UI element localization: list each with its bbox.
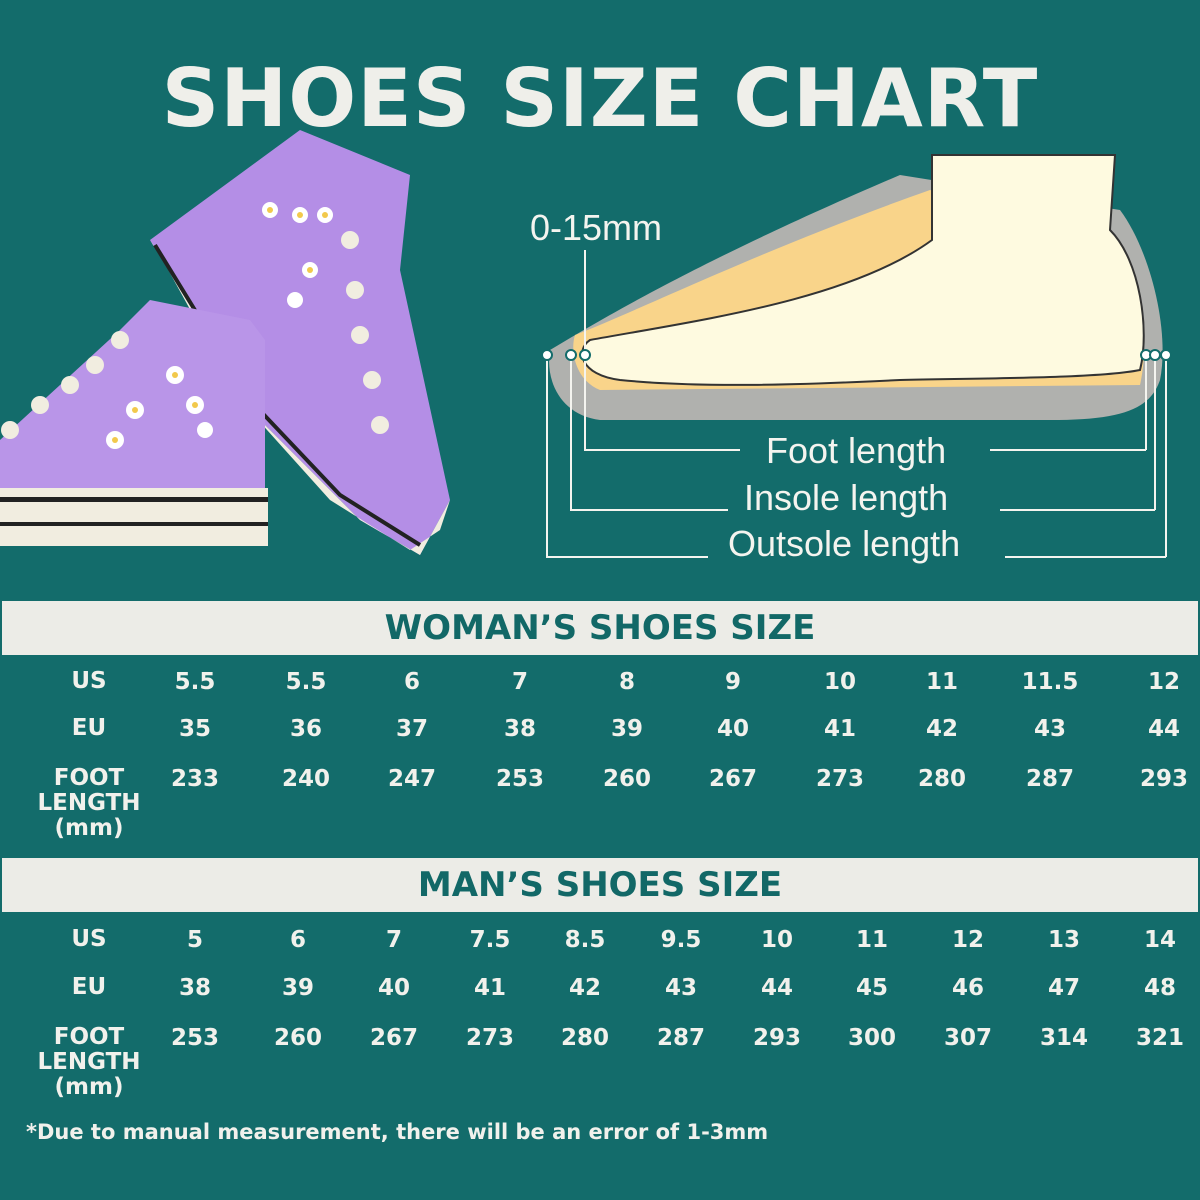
man-size-cell: 253 [170,1025,220,1051]
woman-size-cell: 253 [495,766,545,792]
woman-size-cell: 273 [815,766,865,792]
man-size-cell: 273 [465,1025,515,1051]
man-size-cell: 280 [560,1025,610,1051]
man-size-heading: MAN’S SHOES SIZE [2,858,1198,912]
woman-size-cell: 38 [503,716,537,742]
woman-size-cell: 6 [403,669,421,695]
woman-size-cell: 44 [1147,716,1181,742]
woman-size-cell: 260 [602,766,652,792]
woman-size-cell: 43 [1033,716,1067,742]
man-size-cell: 9.5 [660,927,702,953]
woman-size-cell: 240 [281,766,331,792]
man-size-cell: 321 [1135,1025,1185,1051]
man-size-cell: 287 [656,1025,706,1051]
foot-length-label: Foot length [766,430,947,471]
woman-size-cell: 5.5 [285,669,327,695]
man-row-label: US [71,926,107,952]
woman-size-cell: 42 [925,716,959,742]
man-size-cell: 45 [855,975,889,1001]
man-size-cell: 307 [943,1025,993,1051]
footnote: *Due to manual measurement, there will b… [26,1120,769,1144]
sneakers-illustration [0,130,1172,558]
woman-size-cell: 37 [395,716,429,742]
woman-size-cell: 35 [178,716,212,742]
man-size-cell: 6 [289,927,307,953]
man-size-cell: 260 [273,1025,323,1051]
page-title: SHOES SIZE CHART [161,52,1039,145]
woman-row-label: US [71,668,107,694]
man-size-cell: 40 [377,975,411,1001]
woman-size-cell: 293 [1139,766,1189,792]
woman-size-cell: 11.5 [1021,669,1079,695]
woman-size-cell: 8 [618,669,636,695]
outsole-length-label: Outsole length [728,523,961,564]
man-size-cell: 293 [752,1025,802,1051]
man-row-label: FOOT LENGTH (mm) [37,1024,141,1100]
woman-size-cell: 7 [511,669,529,695]
man-row-label: EU [71,974,107,1000]
man-size-cell: 46 [951,975,985,1001]
woman-size-cell: 5.5 [174,669,216,695]
woman-size-cell: 280 [917,766,967,792]
woman-size-cell: 9 [724,669,742,695]
man-size-cell: 8.5 [564,927,606,953]
sneaker-front [0,300,268,546]
man-size-cell: 5 [186,927,204,953]
woman-size-cell: 41 [823,716,857,742]
woman-size-cell: 233 [170,766,220,792]
woman-row-label: FOOT LENGTH (mm) [37,765,141,841]
insole-length-label: Insole length [744,477,949,518]
man-size-cell: 41 [473,975,507,1001]
foot-diagram [541,154,1172,558]
man-size-cell: 44 [760,975,794,1001]
man-size-cell: 13 [1047,927,1081,953]
woman-size-cell: 39 [610,716,644,742]
woman-size-cell: 10 [823,669,857,695]
man-size-cell: 7.5 [469,927,511,953]
gap-label: 0-15mm [530,207,663,248]
man-size-cell: 11 [855,927,889,953]
man-size-cell: 7 [385,927,403,953]
woman-size-cell: 267 [708,766,758,792]
man-size-cell: 47 [1047,975,1081,1001]
man-size-cell: 42 [568,975,602,1001]
man-size-cell: 10 [760,927,794,953]
man-size-cell: 300 [847,1025,897,1051]
man-size-cell: 314 [1039,1025,1089,1051]
woman-size-cell: 40 [716,716,750,742]
woman-size-cell: 36 [289,716,323,742]
man-size-cell: 39 [281,975,315,1001]
woman-size-cell: 12 [1147,669,1181,695]
man-size-cell: 48 [1143,975,1177,1001]
woman-size-cell: 287 [1025,766,1075,792]
man-size-cell: 43 [664,975,698,1001]
man-size-cell: 38 [178,975,212,1001]
man-size-cell: 14 [1143,927,1177,953]
man-size-cell: 267 [369,1025,419,1051]
woman-size-cell: 247 [387,766,437,792]
woman-size-heading: WOMAN’S SHOES SIZE [2,601,1198,655]
woman-size-cell: 11 [925,669,959,695]
woman-row-label: EU [71,715,107,741]
man-size-cell: 12 [951,927,985,953]
